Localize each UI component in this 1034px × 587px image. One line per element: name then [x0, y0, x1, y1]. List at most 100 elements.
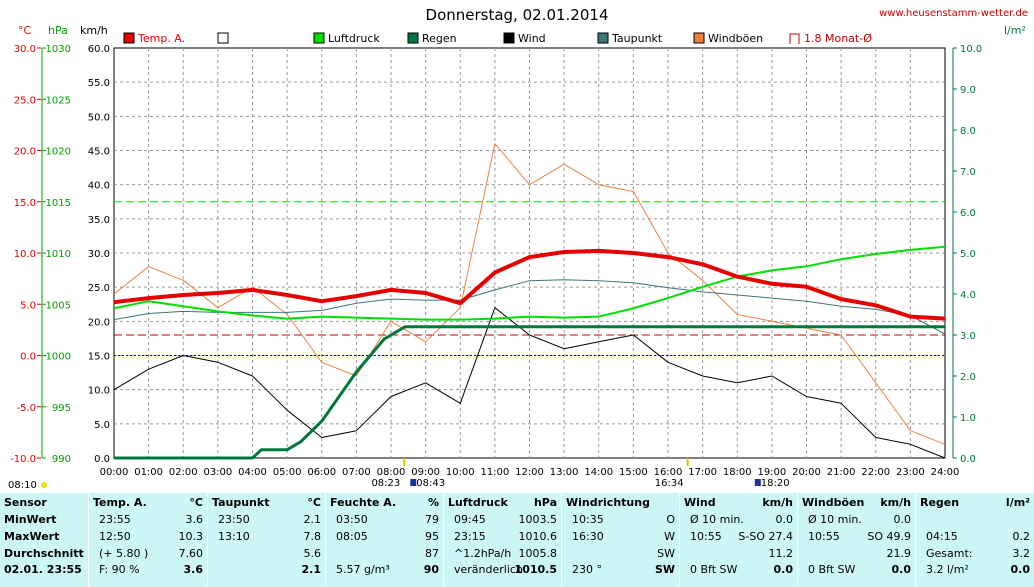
- cell-value: 0.0: [773, 563, 794, 576]
- table-cell: 03:50 79: [330, 513, 439, 530]
- col-unit: l/m²: [1005, 496, 1030, 509]
- cell-left: F: 90 %: [99, 563, 140, 576]
- x-tick-label: 13:00: [550, 467, 579, 478]
- table-col-press: Luftdruck hPa 09:45 1003.5 23:15 1010.6 ^1.2hP…: [444, 493, 562, 587]
- sunrise-time: 08:23: [371, 478, 400, 489]
- cell-left: 5.57 g/m³: [336, 563, 390, 576]
- x-tick-label: 15:00: [619, 467, 648, 478]
- cell-left: 0 Bft SW: [808, 563, 856, 576]
- table-cell: 230 ° SW: [566, 563, 675, 580]
- rain-tick-label: 8.0: [960, 126, 976, 137]
- table-cell: SW: [566, 547, 675, 564]
- table-cell: 0 Bft SW 0.0: [684, 563, 793, 580]
- table-cell: (+ 5.80 ) 7.60: [93, 547, 203, 564]
- rain-tick-label: 0.0: [960, 454, 976, 465]
- x-tick-label: 21:00: [827, 467, 856, 478]
- cell-value: 3.6: [185, 513, 204, 526]
- stats-table: Sensor MinWert MaxWert Durchschnitt 02.01. 2…: [0, 493, 1034, 587]
- x-tick-label: 14:00: [584, 467, 613, 478]
- cell-left: ^1.2hPa/h: [454, 547, 512, 560]
- x-tick-label: 03:00: [203, 467, 232, 478]
- table-row-label: Durchschnitt: [4, 547, 84, 564]
- wind-axis-unit: km/h: [80, 24, 108, 37]
- cell-left: 16:30: [572, 530, 604, 543]
- cell-value: 7.60: [178, 547, 204, 560]
- table-row-label: MinWert: [4, 513, 84, 530]
- cell-value: 95: [425, 530, 439, 543]
- table-row-label: 02.01. 23:55: [4, 563, 84, 580]
- cell-left: 10:55: [808, 530, 840, 543]
- cell-left: 04:15: [926, 530, 958, 543]
- col-unit: km/h: [880, 496, 911, 509]
- start-time: 08:10: [8, 480, 37, 491]
- cell-value: S-SO 27.4: [738, 530, 793, 543]
- table-header: Windrichtung: [566, 496, 675, 513]
- table-cell: 0 Bft SW 0.0: [802, 563, 911, 580]
- x-tick-label: 02:00: [169, 467, 198, 478]
- table-cell: 04:15 0.2: [920, 530, 1030, 547]
- temp-tick-label: 20.0: [14, 147, 36, 158]
- x-tick-label: 19:00: [757, 467, 786, 478]
- table-cell: [920, 513, 1030, 530]
- table-header: Luftdruck hPa: [448, 496, 557, 513]
- wind-tick-label: 35.0: [88, 215, 110, 226]
- x-tick-label: 01:00: [134, 467, 163, 478]
- table-cell: 10:55 SO 49.9: [802, 530, 911, 547]
- cell-value: O: [666, 513, 675, 526]
- table-cell: 2.1: [212, 563, 322, 580]
- temp-tick-label: 5.0: [20, 300, 36, 311]
- x-tick-label: 06:00: [307, 467, 336, 478]
- wind-tick-label: 40.0: [88, 181, 110, 192]
- legend-swatch: [407, 32, 419, 44]
- cell-value: 5.6: [303, 547, 322, 560]
- col-title: Regen: [920, 496, 960, 509]
- rain-axis-unit: l/m²: [1004, 24, 1026, 37]
- page-title: Donnerstag, 02.01.2014: [425, 6, 609, 24]
- cell-left: 23:15: [454, 530, 486, 543]
- table-header: Feuchte A.%: [330, 496, 439, 513]
- temp-tick-label: -10.0: [10, 454, 36, 465]
- legend-swatch: [313, 32, 325, 44]
- press-tick-label: 1025: [46, 95, 71, 106]
- site-link[interactable]: www.heusenstamm-wetter.de: [879, 8, 1028, 19]
- rain-tick-label: 3.0: [960, 331, 976, 342]
- wind-tick-label: 15.0: [88, 352, 110, 363]
- sun-icon: [41, 482, 47, 488]
- col-unit: %: [427, 496, 439, 509]
- table-header: Taupunkt °C: [212, 496, 321, 513]
- table-cell: 09:45 1003.5: [448, 513, 557, 530]
- wind-tick-label: 30.0: [88, 249, 110, 260]
- col-unit: km/h: [762, 496, 793, 509]
- temp-tick-label: 0.0: [20, 352, 36, 363]
- series-line-temp-a-: [113, 248, 946, 321]
- cell-value: 0.0: [1010, 563, 1031, 576]
- table-col-gust: Windböen km/h Ø 10 min. 0.0 10:55 SO 49.9 21.9…: [798, 493, 916, 587]
- table-cell: 23:50 2.1: [212, 513, 321, 530]
- col-title: Luftdruck: [448, 496, 508, 509]
- cell-value: 87: [425, 547, 439, 560]
- col-unit: °C: [189, 496, 203, 509]
- cell-left: 10:55: [690, 530, 722, 543]
- table-col-rain: Regen l/m² 04:15 0.2 Gesamt: 3.2 3.2 l/m² 0.0: [916, 493, 1034, 587]
- x-tick-label: 04:00: [238, 467, 267, 478]
- sunset-time: 16:34: [655, 478, 684, 489]
- press-axis-unit: hPa: [48, 24, 68, 37]
- row-label: 02.01. 23:55: [4, 563, 82, 576]
- x-tick-label: 17:00: [688, 467, 717, 478]
- cell-left: 03:50: [336, 513, 368, 526]
- cell-left: 12:50: [99, 530, 131, 543]
- press-tick-label: 1015: [46, 198, 71, 209]
- cell-value: SO 49.9: [867, 530, 911, 543]
- table-cell: veränderlich 1010.5: [448, 563, 557, 580]
- x-tick-label: 22:00: [861, 467, 890, 478]
- x-tick-label: 09:00: [411, 467, 440, 478]
- table-col-dir: Windrichtung 10:35 O 16:30 W SW 230 ° SW: [562, 493, 680, 587]
- table-cell: 16:30 W: [566, 530, 675, 547]
- cell-left: 230 °: [572, 563, 602, 576]
- cell-value: 1010.6: [518, 530, 558, 543]
- cell-left: 23:55: [99, 513, 131, 526]
- cell-left: veränderlich: [454, 563, 523, 576]
- cell-left: 08:05: [336, 530, 368, 543]
- cell-left: Ø 10 min.: [808, 513, 862, 526]
- legend-label: Wind: [518, 32, 546, 45]
